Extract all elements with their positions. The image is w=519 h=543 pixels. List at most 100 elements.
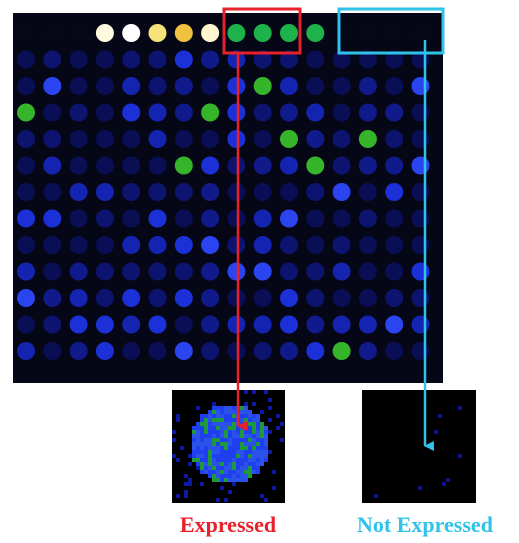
pixel [228, 406, 232, 410]
pixel [224, 470, 228, 474]
pixel [256, 450, 260, 454]
spot [201, 130, 219, 148]
spot [385, 183, 403, 201]
spot [17, 289, 35, 307]
pixel [172, 430, 176, 434]
spot [412, 183, 430, 201]
spot [306, 183, 324, 201]
pixel [204, 450, 208, 454]
spot [227, 316, 245, 334]
spot [254, 210, 272, 228]
pixel [200, 446, 204, 450]
spot [149, 104, 167, 122]
pixel [260, 426, 264, 430]
pixel [232, 438, 236, 442]
pixel [240, 426, 244, 430]
pixel [248, 410, 252, 414]
pixel [200, 426, 204, 430]
spot [412, 316, 430, 334]
pixel [216, 418, 220, 422]
spot [175, 24, 193, 42]
pixel [192, 430, 196, 434]
pixel [220, 478, 224, 482]
spot [149, 24, 167, 42]
pixel [272, 486, 276, 490]
pixel [260, 438, 264, 442]
spot [122, 210, 140, 228]
spot [385, 157, 403, 175]
pixel [236, 470, 240, 474]
pixel [256, 414, 260, 418]
pixel [434, 430, 438, 434]
spot [96, 104, 114, 122]
pixel [176, 494, 180, 498]
spot [412, 263, 430, 281]
pixel [204, 434, 208, 438]
spot [254, 316, 272, 334]
pixel [212, 474, 216, 478]
spot [254, 183, 272, 201]
pixel [228, 430, 232, 434]
pixel [244, 418, 248, 422]
pixel [252, 458, 256, 462]
pixel [180, 446, 184, 450]
pixel [208, 422, 212, 426]
spot [175, 210, 193, 228]
spot [333, 24, 351, 42]
pixel [204, 414, 208, 418]
pixel [232, 474, 236, 478]
spot [201, 263, 219, 281]
pixel [248, 474, 252, 478]
spot [306, 210, 324, 228]
pixel [248, 450, 252, 454]
spot [175, 77, 193, 95]
spot [17, 51, 35, 69]
spot [359, 263, 377, 281]
pixel [232, 414, 236, 418]
spot [175, 130, 193, 148]
pixel [232, 466, 236, 470]
pixel [260, 410, 264, 414]
pixel [232, 458, 236, 462]
spot [333, 210, 351, 228]
spot [227, 236, 245, 254]
pixel [236, 458, 240, 462]
spot [96, 183, 114, 201]
pixel [256, 466, 260, 470]
spot [70, 236, 88, 254]
spot [149, 210, 167, 228]
spot [122, 51, 140, 69]
pixel [252, 470, 256, 474]
spot [385, 289, 403, 307]
pixel [228, 446, 232, 450]
spot [149, 183, 167, 201]
spot [70, 289, 88, 307]
pixel [240, 466, 244, 470]
spot [201, 342, 219, 360]
pixel [224, 466, 228, 470]
pixel [260, 458, 264, 462]
spot [122, 183, 140, 201]
pixel [212, 438, 216, 442]
pixel [208, 446, 212, 450]
spot [359, 210, 377, 228]
pixel [268, 406, 272, 410]
pixel [280, 438, 284, 442]
pixel [256, 438, 260, 442]
pixel [248, 462, 252, 466]
pixel [240, 430, 244, 434]
pixel [438, 414, 442, 418]
pixel [188, 482, 192, 486]
spot [201, 289, 219, 307]
pixel [216, 454, 220, 458]
pixel [212, 418, 216, 422]
spot [175, 236, 193, 254]
pixel [252, 442, 256, 446]
pixel [216, 462, 220, 466]
pixel [204, 418, 208, 422]
spot [254, 77, 272, 95]
pixel [200, 450, 204, 454]
spot [227, 24, 245, 42]
pixel [196, 422, 200, 426]
spot [254, 236, 272, 254]
